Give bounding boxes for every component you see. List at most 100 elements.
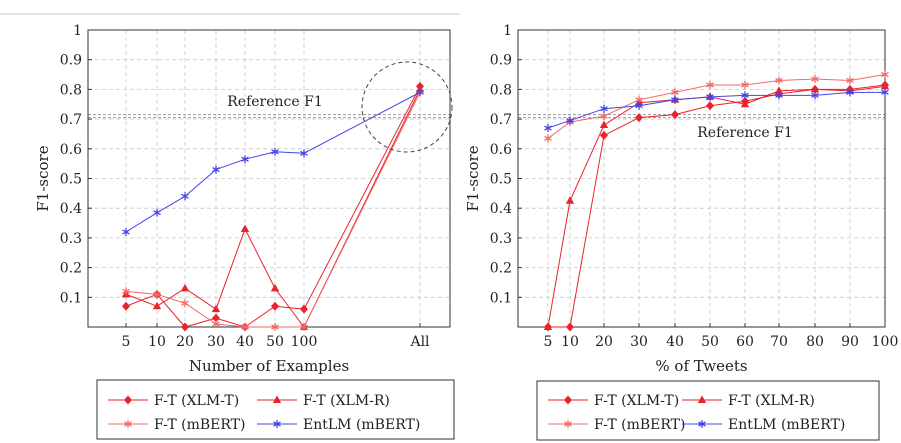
series-line — [125, 89, 421, 328]
data-point-stroke — [775, 92, 783, 98]
x-tick-label: 20 — [176, 334, 194, 350]
annotation-circle — [361, 61, 453, 153]
grid — [518, 29, 886, 327]
x-tick-label: 90 — [841, 334, 859, 350]
data-point — [706, 80, 714, 89]
data-point — [241, 155, 249, 164]
legend-marker — [564, 420, 572, 428]
legend-marker — [697, 395, 707, 403]
data-point-stroke — [181, 300, 189, 306]
y-tick-label: 0.7 — [60, 112, 82, 128]
legend-marker — [124, 395, 132, 405]
series-3 — [122, 88, 424, 236]
chart-examples: Reference F1 0.1 0.2 0.3 0.4 0.5 0.6 0.7 0.8 0.9 1… — [34, 23, 455, 440]
data-point — [566, 322, 574, 332]
data-point-stroke — [881, 71, 889, 78]
data-point — [599, 120, 609, 129]
reference-label: Reference F1 — [697, 125, 792, 141]
data-point — [706, 101, 714, 111]
data-point-stroke — [181, 193, 189, 199]
data-point-stroke — [635, 103, 643, 109]
legend-box — [96, 379, 455, 440]
data-point — [181, 192, 189, 201]
y-tick-label: 0.9 — [60, 53, 82, 69]
series-2 — [544, 70, 889, 143]
y-tick-label: 1 — [73, 23, 82, 39]
data-point — [775, 76, 783, 85]
series-line — [548, 84, 886, 328]
x-tick-label: All — [409, 334, 430, 350]
data-point-stroke — [741, 92, 749, 98]
data-point — [271, 323, 279, 331]
legend-marker — [564, 395, 572, 405]
x-tick-label: 5 — [544, 334, 553, 350]
legend-marker-stroke — [564, 421, 572, 427]
data-point — [565, 196, 575, 204]
data-point — [122, 227, 130, 236]
y-tick-label: 1 — [503, 23, 512, 39]
series-line — [547, 85, 886, 328]
data-point — [212, 313, 220, 323]
x-tick-label: 70 — [770, 334, 788, 350]
data-point — [543, 322, 553, 330]
data-point-stroke — [600, 113, 608, 119]
data-point — [880, 81, 890, 90]
data-point — [270, 283, 280, 292]
chart-tweets: Reference F1 0.1 0.2 0.3 0.4 0.5 0.6 0.7 0.8 0.9 1… — [464, 23, 898, 441]
data-point-stroke — [544, 135, 552, 141]
data-point — [153, 290, 161, 299]
x-axis-label: Number of Examples — [189, 357, 349, 375]
data-point — [544, 134, 552, 143]
y-tick-label: 0.1 — [490, 290, 512, 306]
y-tick-label: 0.8 — [490, 82, 512, 98]
legend-marker — [273, 420, 281, 428]
legend-marker-stroke — [124, 421, 132, 427]
data-point-stroke — [566, 118, 574, 124]
data-point — [881, 70, 889, 79]
y-tick-label: 0.6 — [490, 142, 512, 158]
data-point-stroke — [122, 229, 130, 235]
data-point — [811, 91, 819, 100]
x-tick-label: 10 — [561, 334, 579, 350]
x-tick-label: 50 — [701, 334, 719, 350]
data-point — [180, 283, 190, 292]
data-point-stroke — [122, 288, 130, 294]
y-tick-label: 0.5 — [490, 172, 512, 188]
x-tick-label: 40 — [236, 334, 254, 350]
legend-marker-stroke — [273, 421, 281, 427]
data-point — [740, 99, 750, 108]
data-point — [671, 110, 679, 120]
data-point-stroke — [600, 106, 608, 112]
data-point-stroke — [706, 94, 714, 100]
grid — [88, 29, 450, 327]
data-point — [212, 320, 220, 329]
data-point — [671, 95, 679, 104]
data-point-stroke — [635, 97, 643, 103]
legend-marker — [698, 420, 706, 428]
data-point — [300, 304, 308, 314]
x-tick-label: 30 — [630, 334, 648, 350]
y-axis-label: F1-score — [34, 145, 52, 211]
legend-label: F-T (XLM-R) — [303, 393, 390, 409]
x-tick-label: 80 — [806, 334, 824, 350]
data-point — [774, 86, 784, 94]
data-point — [181, 299, 189, 308]
data-point — [152, 301, 162, 310]
data-point-stroke — [300, 150, 308, 156]
x-tick-label: 10 — [148, 334, 166, 350]
series-3 — [544, 88, 889, 133]
x-tick-label: 5 — [122, 334, 131, 350]
data-point — [271, 301, 279, 311]
legend-marker — [272, 395, 282, 403]
y-tick-label: 0.4 — [60, 201, 82, 217]
x-tick-label: 40 — [666, 334, 684, 350]
data-point — [240, 224, 250, 232]
data-point-stroke — [300, 324, 308, 330]
data-point — [671, 88, 679, 97]
data-point — [416, 88, 424, 97]
data-point — [271, 147, 279, 156]
series-1 — [121, 84, 425, 330]
data-point — [741, 91, 749, 100]
data-point-stroke — [153, 210, 161, 216]
legend-marker-stroke — [698, 421, 706, 427]
